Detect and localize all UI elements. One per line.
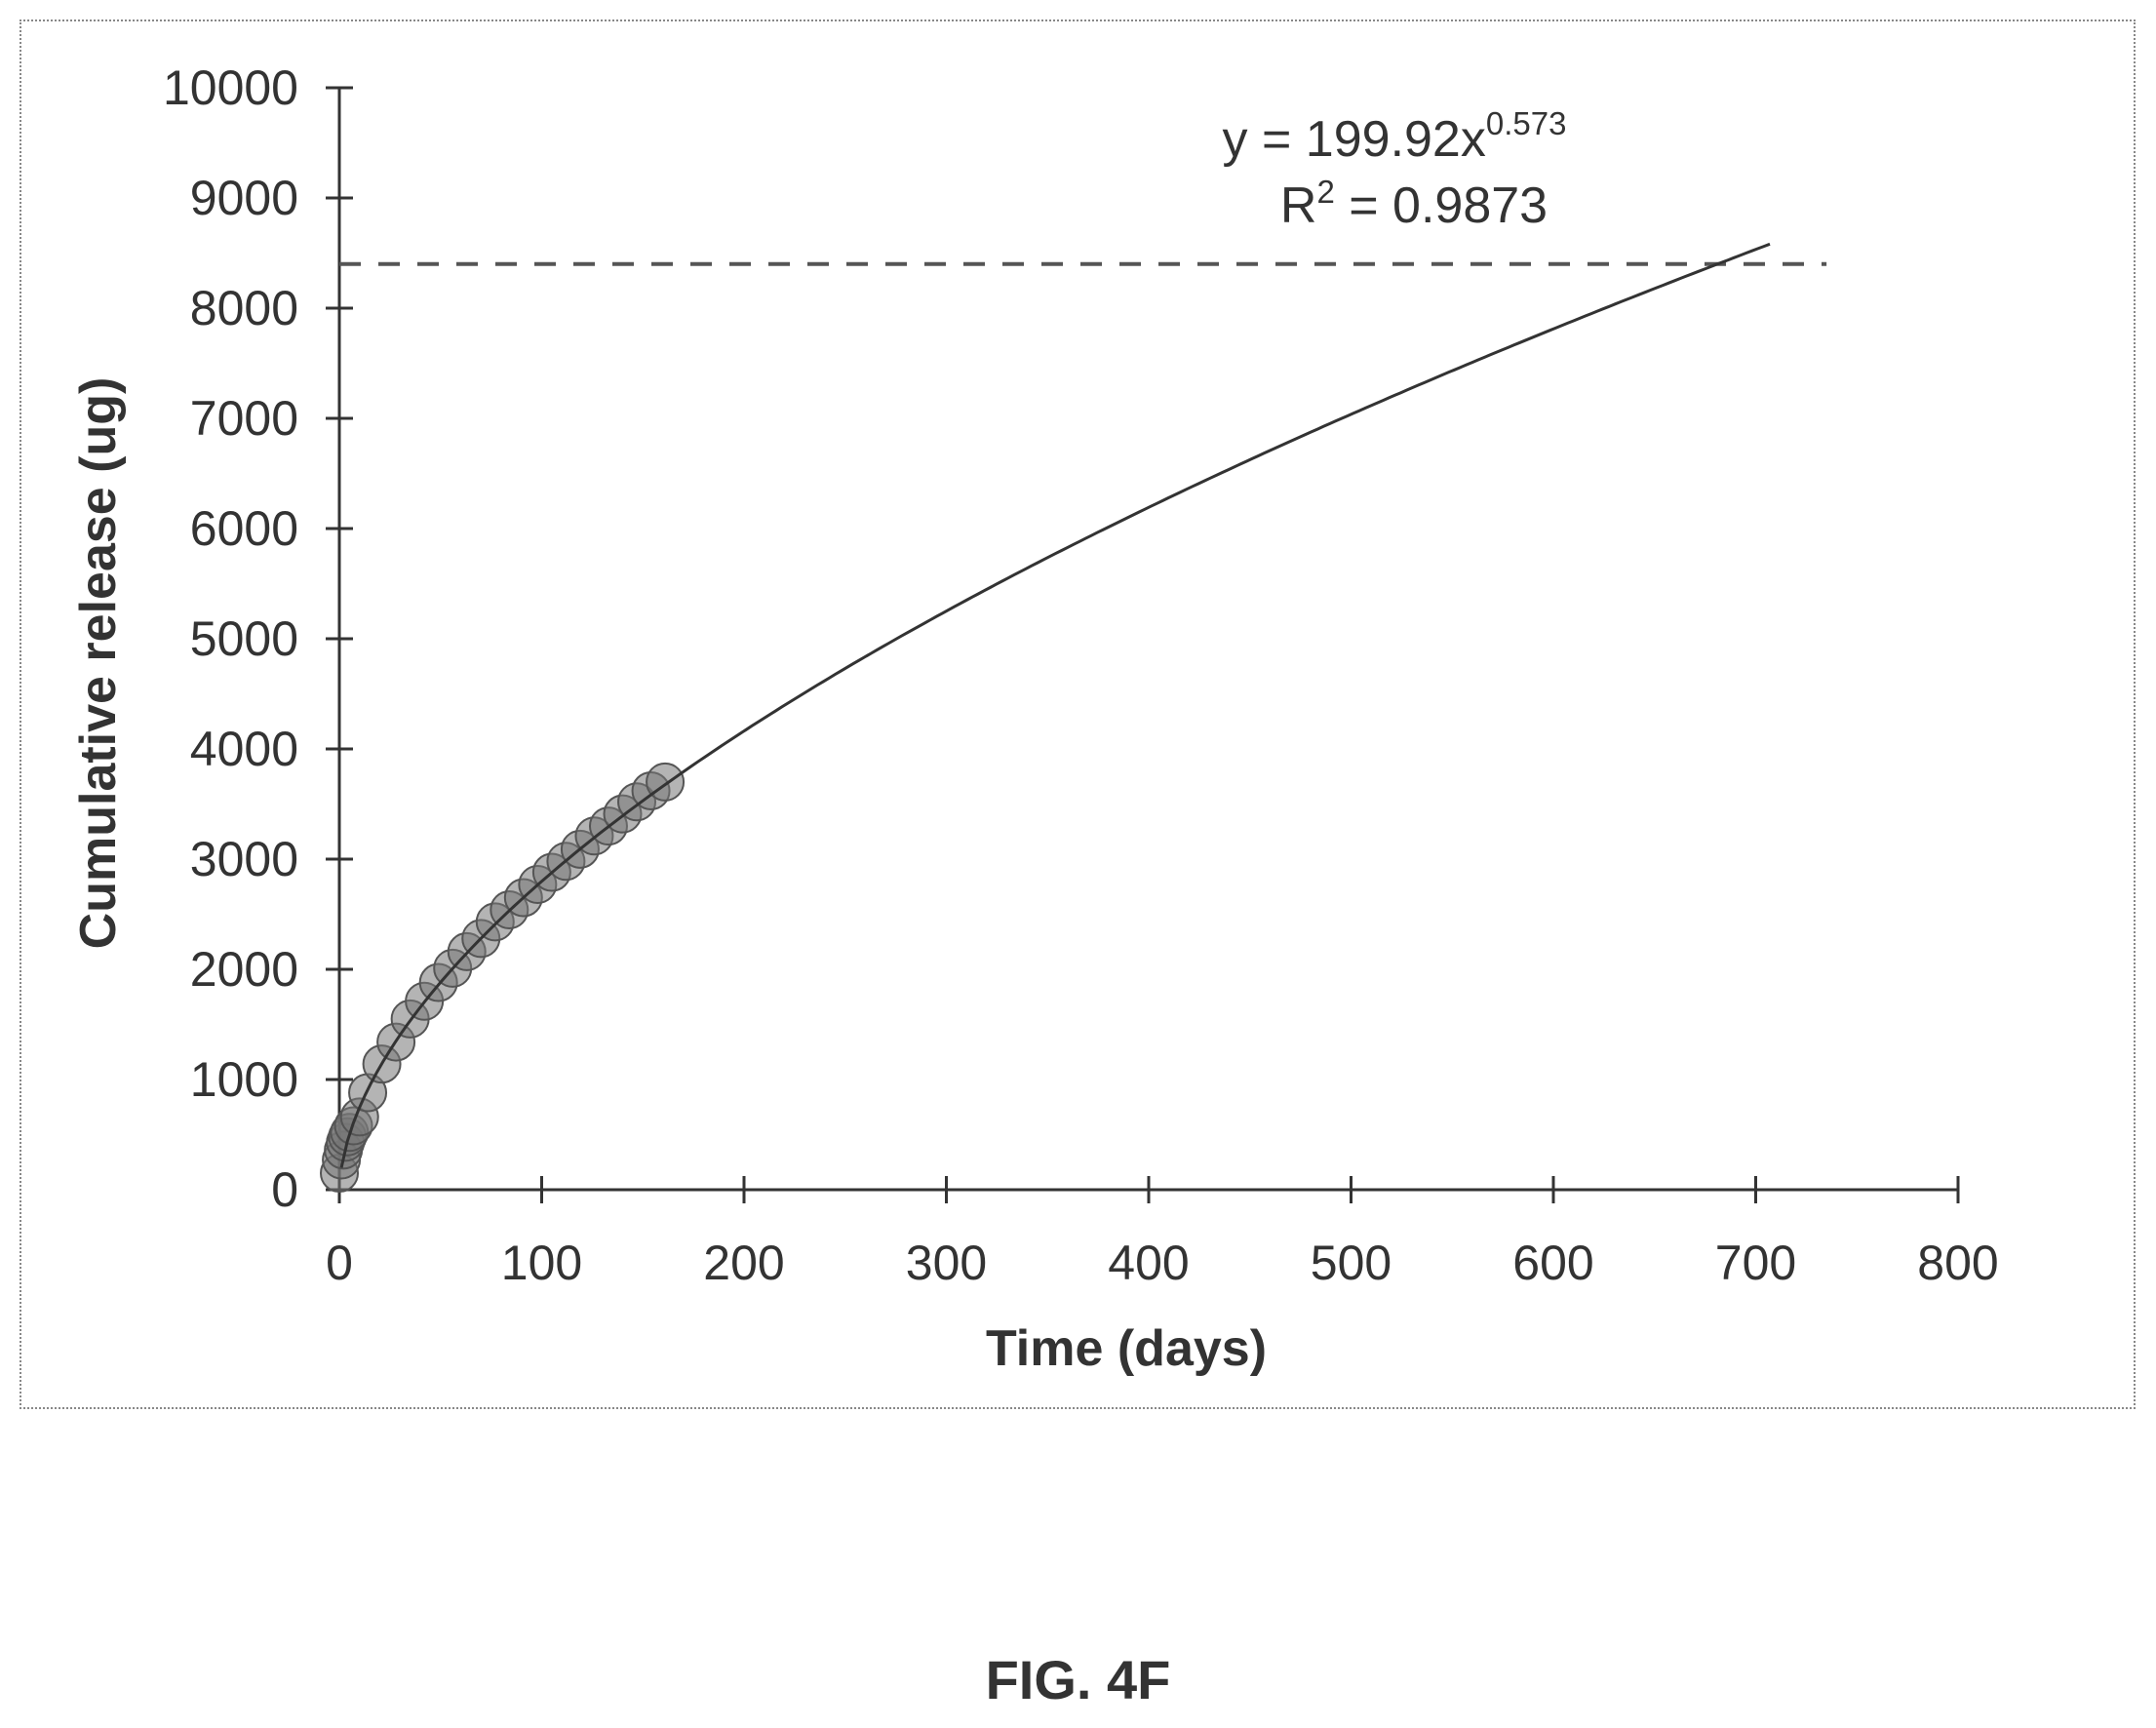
r-squared: R2 = 0.9873 [1280, 174, 1548, 234]
x-tick-label: 500 [1311, 1236, 1392, 1290]
fit-equation-main: y = 199.92x [1223, 111, 1486, 168]
x-tick-label: 400 [1108, 1236, 1189, 1290]
y-tick-label: 1000 [190, 1052, 298, 1107]
r-squared-power: 2 [1316, 174, 1334, 210]
x-ticks: 0 100 200 300 400 500 600 700 800 [326, 1176, 1999, 1290]
chart-frame [20, 20, 2136, 1409]
y-axis-title: Cumulative release (ug) [70, 377, 127, 950]
x-tick-label: 0 [326, 1236, 353, 1290]
y-tick-label: 5000 [190, 611, 298, 666]
y-tick-label: 8000 [190, 281, 298, 335]
figure-caption: FIG. 4F [985, 1649, 1171, 1710]
y-tick-label: 3000 [190, 832, 298, 886]
y-tick-label: 2000 [190, 942, 298, 997]
y-tick-label: 0 [271, 1162, 298, 1217]
data-points [320, 762, 686, 1194]
y-tick-label: 6000 [190, 501, 298, 556]
r-squared-symbol: R [1280, 177, 1317, 234]
x-axis-title: Time (days) [986, 1320, 1267, 1377]
fit-equation-exponent: 0.573 [1486, 105, 1567, 141]
x-tick-label: 700 [1715, 1236, 1796, 1290]
power-fit-curve [339, 242, 1771, 1168]
y-tick-label: 10000 [163, 60, 298, 115]
y-tick-label: 9000 [190, 171, 298, 225]
x-tick-label: 100 [501, 1236, 582, 1290]
y-tick-label: 7000 [190, 391, 298, 446]
fit-equation: y = 199.92x0.573 [1223, 105, 1567, 168]
y-tick-label: 4000 [190, 722, 298, 776]
x-tick-label: 300 [906, 1236, 987, 1290]
x-tick-label: 800 [1917, 1236, 1998, 1290]
r-squared-value: = 0.9873 [1335, 177, 1548, 234]
y-ticks: 0 1000 2000 3000 4000 5000 6000 7000 8000 9000 100… [163, 60, 353, 1217]
x-tick-label: 600 [1512, 1236, 1593, 1290]
x-tick-label: 200 [703, 1236, 784, 1290]
